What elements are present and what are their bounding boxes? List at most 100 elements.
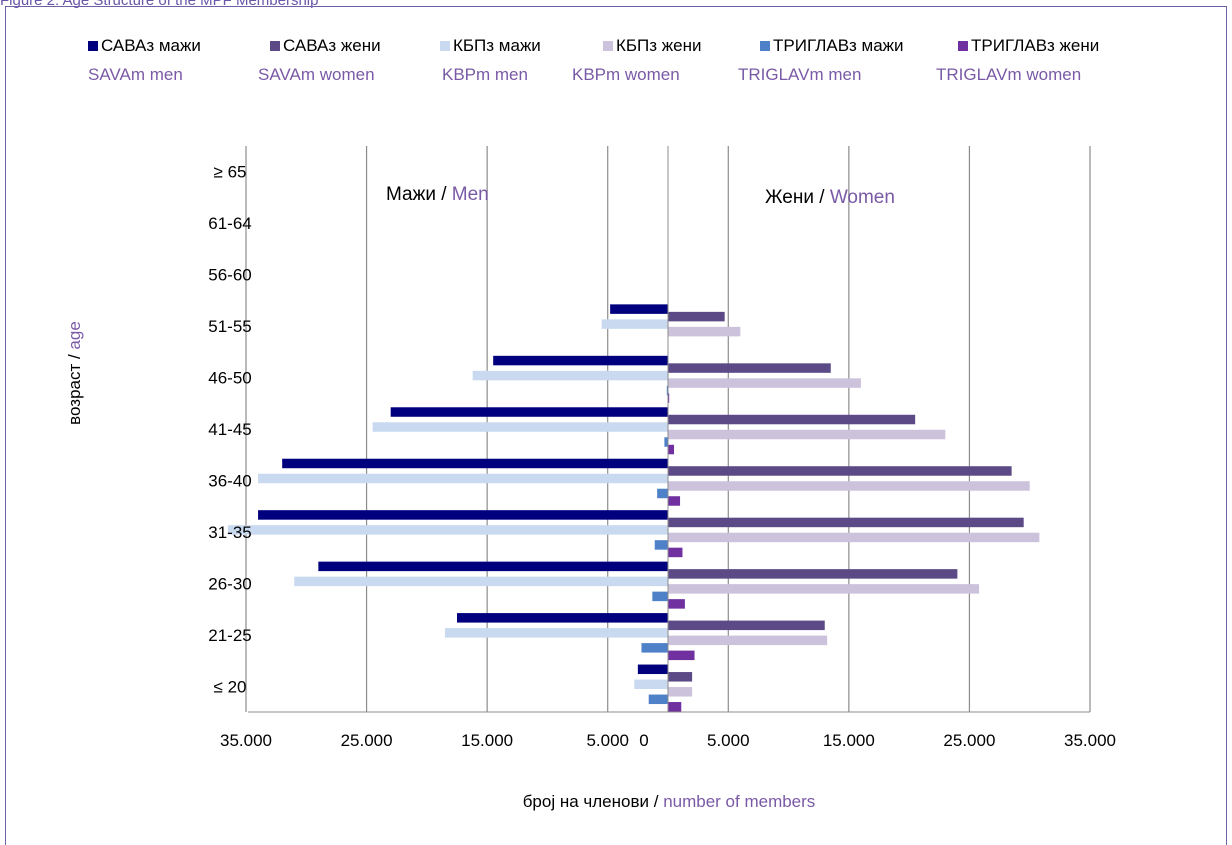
x-tick-label: 25.000 [341, 731, 393, 750]
bar-men-4-0 [648, 694, 668, 705]
bar-men-4-6 [666, 385, 668, 396]
women-label-sep: / [814, 187, 830, 208]
y-tick-label: 56-60 [208, 266, 251, 285]
bar-men-2-0 [634, 679, 668, 690]
bar-women-5-0 [668, 702, 682, 712]
legend-swatch [88, 41, 98, 51]
bar-men-0-4 [282, 458, 668, 469]
bar-men-2-2 [294, 576, 668, 587]
bar-women-3-5 [668, 429, 946, 440]
x-tick-label: 5.000 [707, 731, 750, 750]
bar-women-3-2 [668, 584, 980, 594]
legend-label-en: TRIGLAVm women [936, 65, 1082, 84]
bar-women-1-6 [668, 363, 831, 373]
bar-men-4-1 [641, 643, 668, 653]
bar-men-2-7 [601, 319, 668, 329]
men-side-label: Мажи / Men [386, 184, 489, 205]
bar-men-0-5 [390, 407, 668, 417]
y-tick-label: 46-50 [208, 369, 251, 388]
legend-label-mk: ТРИГЛАВз жени [971, 36, 1100, 55]
bar-men-2-6 [472, 370, 668, 381]
y-axis-title-mk: возраст [65, 364, 84, 425]
y-tick-label: 51-55 [208, 317, 251, 336]
bar-women-1-4 [668, 466, 1012, 476]
women-side-label: Жени / Women [765, 187, 895, 208]
bar-women-3-6 [668, 378, 861, 388]
legend-label-mk: САВАз мажи [101, 36, 201, 55]
legend-item-mk: САВАз жени [270, 36, 381, 56]
bar-men-0-2 [318, 561, 668, 572]
y-tick-label: ≤ 20 [214, 677, 247, 696]
bar-men-0-0 [637, 664, 668, 675]
bar-women-5-6 [668, 393, 670, 403]
men-label-mk: Мажи [386, 184, 436, 205]
bar-women-5-1 [668, 650, 695, 661]
legend-item-mk: ТРИГЛАВз жени [958, 36, 1099, 56]
men-label-sep: / [436, 184, 452, 205]
bar-men-0-3 [258, 510, 668, 520]
legend-swatch [760, 41, 770, 51]
legend-label-mk: ТРИГЛАВз мажи [773, 36, 904, 55]
legend-swatch [603, 41, 613, 51]
bar-men-4-2 [652, 591, 668, 602]
bars [227, 304, 1040, 712]
men-label-en: Men [452, 184, 489, 205]
bar-men-2-1 [444, 628, 668, 638]
bar-women-5-2 [668, 599, 685, 609]
women-label-mk: Жени [765, 187, 814, 208]
bar-women-1-5 [668, 414, 916, 425]
x-tick-label: 15.000 [461, 731, 513, 750]
x-tick-label: 25.000 [943, 731, 995, 750]
bar-women-3-0 [668, 687, 693, 697]
x-axis-title-sep: / [649, 792, 663, 811]
bar-men-2-5 [372, 422, 668, 432]
bar-men-2-4 [258, 473, 668, 484]
chart-frame [5, 6, 1227, 845]
bar-women-1-3 [668, 517, 1024, 528]
y-tick-label: 36-40 [208, 471, 251, 490]
bar-women-1-2 [668, 569, 958, 579]
bar-women-1-1 [668, 620, 825, 631]
bar-women-3-7 [668, 326, 741, 337]
legend-label-en: KBPm men [442, 65, 528, 84]
x-tick-label: 15.000 [823, 731, 875, 750]
legend-label-mk: КБПз мажи [453, 36, 541, 55]
bar-women-3-3 [668, 532, 1040, 543]
figure-title: Figure 2: Age Structure of the MPF Membe… [0, 0, 319, 9]
y-tick-label: 31-35 [208, 523, 251, 542]
legend-label-en: KBPm women [572, 65, 680, 84]
x-axis-title-mk: број на членови [523, 792, 649, 811]
legend-item-mk: КБПз жени [603, 36, 702, 56]
legend-label-en: SAVAm women [258, 65, 375, 84]
x-axis-title: број на членови / number of members [523, 792, 816, 811]
bar-women-1-7 [668, 311, 725, 322]
women-label-en: Women [830, 187, 895, 208]
bar-men-4-4 [657, 488, 668, 499]
y-tick-label: 41-45 [208, 420, 251, 439]
y-axis-title: возраст / age [65, 321, 84, 425]
bar-women-1-0 [668, 672, 693, 682]
legend-label-en: SAVAm men [88, 65, 183, 84]
y-tick-label: 61-64 [208, 214, 251, 233]
axes: 35.000 25.000 15.000 5.000 0 5.000 15.000 25.00… [208, 146, 1116, 750]
legend-item-mk: ТРИГЛАВз мажи [760, 36, 904, 56]
y-tick-label: ≥ 65 [214, 163, 247, 182]
legend-swatch [440, 41, 450, 51]
y-axis-title-sep: / [65, 350, 84, 364]
bar-women-3-1 [668, 635, 828, 646]
legend-swatch [270, 41, 280, 51]
legend-label-en: TRIGLAVm men [738, 65, 862, 84]
y-tick-label: 26-30 [208, 574, 251, 593]
y-axis-title-en: age [65, 321, 84, 349]
x-tick-label: 35.000 [1064, 731, 1116, 750]
legend-swatch [958, 41, 968, 51]
x-tick-label: 5.000 [586, 731, 629, 750]
legend-label-mk: САВАз жени [283, 36, 381, 55]
x-axis-title-en: number of members [663, 792, 815, 811]
legend-item-mk: САВАз мажи [88, 36, 201, 56]
bar-men-0-7 [610, 304, 668, 314]
bar-men-4-5 [664, 437, 668, 447]
x-tick-label: 35.000 [220, 731, 272, 750]
y-tick-label: 21-25 [208, 626, 251, 645]
